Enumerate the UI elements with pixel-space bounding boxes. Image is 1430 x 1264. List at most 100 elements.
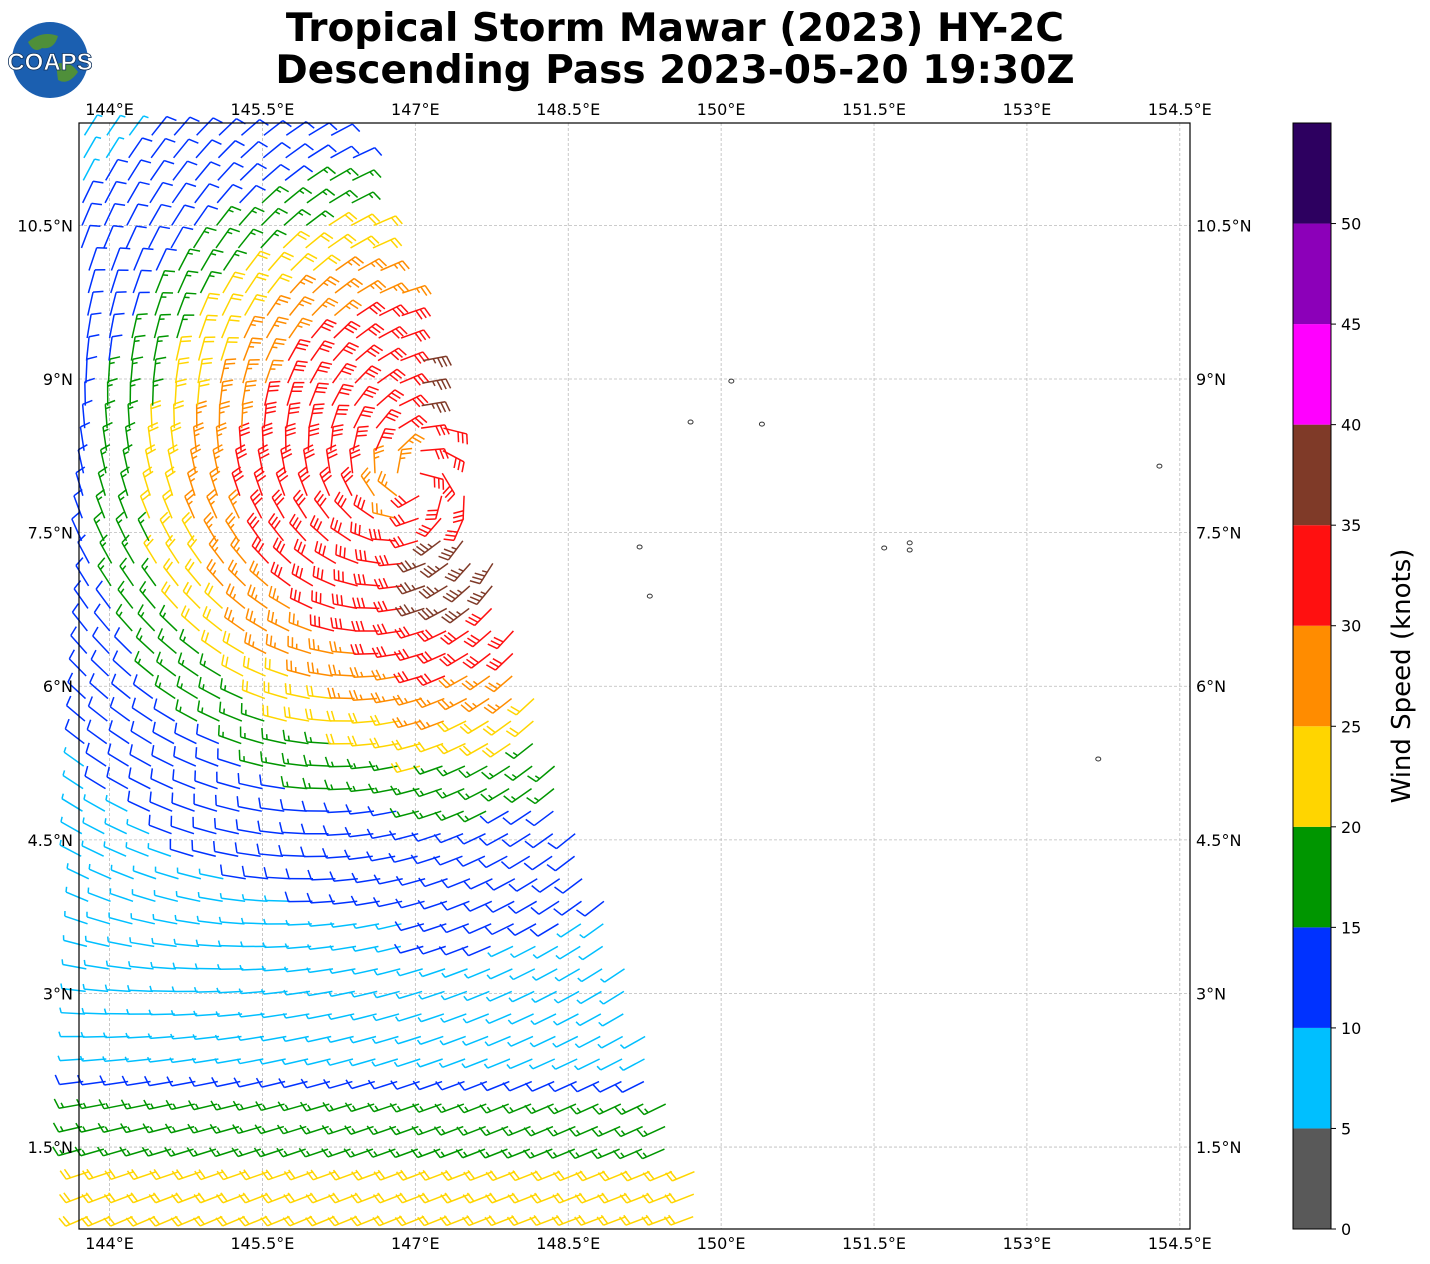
barb-feather xyxy=(346,362,357,368)
barb-shaft xyxy=(198,686,221,700)
barb-shaft xyxy=(199,293,211,316)
barb-feather xyxy=(481,771,490,780)
barb-shaft xyxy=(104,822,128,835)
barb-feather xyxy=(328,297,339,304)
barb-feather xyxy=(333,519,339,531)
wind-barb xyxy=(240,400,254,429)
wind-barb xyxy=(265,316,289,339)
wind-barb xyxy=(351,191,381,204)
barb-feather xyxy=(505,730,516,738)
barb-feather xyxy=(472,576,483,581)
barb-half-feather xyxy=(369,284,375,290)
barb-feather xyxy=(367,806,374,816)
barb-feather xyxy=(578,1192,587,1202)
wind-barb xyxy=(199,270,222,294)
barb-shaft xyxy=(202,615,223,632)
wind-barb xyxy=(105,794,128,812)
barb-feather xyxy=(236,796,240,807)
barb-shaft xyxy=(126,823,150,835)
wind-barb xyxy=(306,661,333,677)
barb-feather xyxy=(333,424,344,428)
barb-feather xyxy=(195,747,198,758)
barb-shaft xyxy=(308,694,333,700)
barb-half-feather xyxy=(396,1128,401,1134)
wind-barb xyxy=(665,1170,695,1182)
wind-barb xyxy=(619,1035,646,1049)
barb-feather xyxy=(422,1169,431,1180)
barb-half-feather xyxy=(162,612,167,618)
wind-barb xyxy=(614,1080,645,1093)
barb-feather xyxy=(465,619,476,627)
wind-barb xyxy=(377,347,407,362)
barb-shaft xyxy=(466,990,490,1002)
wind-barb xyxy=(481,742,511,758)
barb-feather xyxy=(664,1194,673,1204)
barb-feather xyxy=(390,352,400,361)
wind-barb xyxy=(307,166,336,181)
barb-feather xyxy=(551,1216,560,1226)
barb-feather xyxy=(117,158,129,163)
barb-feather xyxy=(327,1217,336,1227)
barb-feather xyxy=(357,430,368,433)
barb-shaft xyxy=(479,562,494,585)
barb-feather xyxy=(195,723,199,735)
barb-shaft xyxy=(239,163,258,181)
wind-barb xyxy=(482,720,512,736)
wind-barb xyxy=(216,1169,247,1181)
barb-feather xyxy=(62,1215,71,1225)
barb-shaft xyxy=(372,511,397,520)
barb-shaft xyxy=(218,734,242,745)
barb-feather xyxy=(150,404,162,410)
barb-half-feather xyxy=(148,1149,154,1156)
wind-barb xyxy=(397,433,425,452)
barb-shaft xyxy=(243,665,266,677)
barb-feather xyxy=(388,830,396,841)
barb-feather xyxy=(314,390,326,394)
barb-shaft xyxy=(397,1035,422,1045)
wind-barb xyxy=(442,450,465,473)
barb-feather xyxy=(257,820,261,832)
barb-feather xyxy=(341,387,352,392)
barb-half-feather xyxy=(240,941,244,947)
y-tick-label-left: 9°N xyxy=(43,370,73,389)
barb-half-feather xyxy=(485,996,491,1002)
barb-half-feather xyxy=(261,1127,266,1133)
barb-feather xyxy=(435,767,444,777)
barb-feather xyxy=(52,1146,59,1157)
barb-feather xyxy=(103,1193,112,1204)
barb-feather xyxy=(356,497,362,508)
barb-feather xyxy=(624,1170,633,1180)
barb-feather xyxy=(80,1217,89,1227)
barb-half-feather xyxy=(152,914,155,920)
wind-barb xyxy=(619,1058,645,1071)
barb-shaft xyxy=(127,1035,152,1039)
barb-half-feather xyxy=(403,720,408,726)
barb-shaft xyxy=(268,521,285,542)
barb-shaft xyxy=(220,337,230,361)
wind-barb xyxy=(312,565,336,587)
barb-feather xyxy=(125,1217,134,1227)
barb-shaft xyxy=(107,965,132,970)
barb-feather xyxy=(416,633,426,642)
barb-shaft xyxy=(442,450,465,463)
barb-shaft xyxy=(114,636,133,655)
barb-shaft xyxy=(264,968,289,972)
barb-shaft xyxy=(149,1058,174,1063)
wind-barb xyxy=(71,603,88,632)
wind-barb xyxy=(552,1170,583,1182)
barb-shaft xyxy=(266,876,291,880)
barb-half-feather xyxy=(396,811,401,817)
wind-barb xyxy=(284,683,310,700)
barb-shaft xyxy=(150,778,174,790)
barb-feather xyxy=(330,733,335,745)
barb-half-feather xyxy=(529,1042,535,1048)
barb-half-feather xyxy=(102,1056,106,1062)
barb-half-feather xyxy=(127,985,130,991)
wind-barb xyxy=(526,788,555,805)
barb-feather xyxy=(457,431,460,443)
wind-barb xyxy=(108,912,133,925)
barb-feather xyxy=(369,738,376,749)
wind-barb xyxy=(325,444,338,474)
barb-feather xyxy=(319,466,329,475)
barb-half-feather xyxy=(216,1150,221,1156)
